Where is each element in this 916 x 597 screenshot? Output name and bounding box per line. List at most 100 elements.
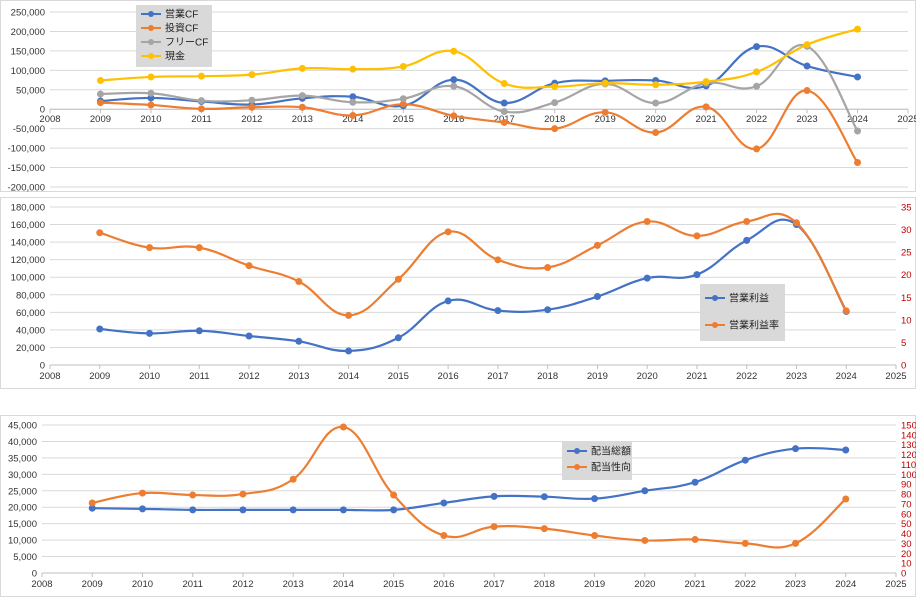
x-tick-label: 2011: [182, 579, 202, 590]
x-tick-label: 2008: [39, 371, 60, 382]
y-tick-label: -50,000: [13, 124, 45, 135]
legend-marker: [148, 11, 154, 17]
x-tick-label: 2021: [686, 371, 707, 382]
data-point: [641, 487, 649, 495]
y-tick-label: 45,000: [8, 421, 37, 432]
legend-box: [700, 284, 785, 341]
y-tick-label: 40,000: [16, 325, 45, 336]
y-tick-label: 50,000: [16, 85, 45, 96]
y2-tick-label: 130: [901, 440, 916, 451]
data-point: [494, 256, 502, 264]
data-point: [500, 108, 508, 116]
data-point: [702, 103, 710, 111]
y2-tick-label: 40: [901, 529, 912, 540]
cashflow-chart-panel: -200,000 -150,000 -100,000 -50,000 0 50,000 10…: [0, 0, 916, 192]
data-point: [298, 103, 306, 111]
data-point: [803, 87, 811, 95]
chart-border: [0, 415, 916, 597]
dividend-chart: 0 5,000 10,000 15,000 20,000 25,000 30,000 35,0…: [0, 415, 916, 597]
y-tick-label: -150,000: [7, 163, 45, 174]
x-tick-label: 2015: [388, 371, 409, 382]
data-point: [753, 145, 761, 153]
data-point: [544, 306, 552, 314]
x-tick-label: 2023: [786, 371, 807, 382]
data-point: [245, 332, 253, 340]
x-tick-label: 2016: [433, 579, 454, 590]
data-point: [450, 82, 458, 90]
y2-tick-label: 0: [901, 361, 906, 372]
data-point: [753, 82, 761, 90]
data-point: [147, 101, 155, 109]
data-point: [197, 97, 205, 105]
data-point: [652, 99, 660, 107]
legend-label: 配当性向: [591, 461, 631, 474]
data-point: [643, 217, 651, 225]
legend-marker: [574, 448, 580, 454]
data-point: [345, 311, 353, 319]
y-tick-label: 200,000: [11, 27, 45, 38]
x-tick-label: 2021: [696, 114, 717, 125]
x-tick-label: 2009: [90, 114, 111, 125]
data-point: [339, 423, 347, 431]
x-tick-label: 2024: [847, 114, 868, 125]
data-point: [743, 236, 751, 244]
x-tick-label: 2018: [537, 371, 558, 382]
x-tick-label: 2025: [885, 371, 906, 382]
data-point: [394, 334, 402, 342]
x-tick-label: 2008: [31, 579, 52, 590]
y-tick-label: 5,000: [13, 552, 37, 563]
data-point: [854, 127, 862, 135]
data-point: [591, 495, 599, 503]
y2-tick-label: 20: [901, 549, 912, 560]
data-point: [195, 244, 203, 252]
x-tick-label: 2018: [544, 114, 565, 125]
data-point: [490, 523, 498, 531]
data-point: [500, 80, 508, 88]
y2-tick-label: 80: [901, 490, 912, 501]
data-point: [138, 505, 146, 513]
legend-label: 営業CF: [165, 8, 198, 21]
data-point: [792, 539, 800, 547]
data-point: [652, 129, 660, 137]
x-tick-label: 2009: [89, 371, 110, 382]
y2-tick-label: 70: [901, 499, 912, 510]
x-tick-label: 2019: [587, 371, 608, 382]
x-tick-label: 2017: [487, 371, 508, 382]
data-point: [702, 78, 710, 86]
y-tick-label: 100,000: [11, 66, 45, 77]
data-point: [854, 159, 862, 166]
data-point: [743, 217, 751, 225]
data-point: [551, 125, 559, 133]
x-tick-label: 2025: [897, 114, 916, 125]
y-tick-label: 150,000: [11, 46, 45, 57]
data-point: [753, 68, 761, 76]
data-point: [842, 495, 850, 503]
data-point: [298, 64, 306, 72]
y-tick-label: -100,000: [7, 144, 45, 155]
data-point: [349, 65, 357, 73]
data-point: [540, 525, 548, 533]
cashflow-chart: -200,000 -150,000 -100,000 -50,000 0 50,000 10…: [0, 0, 916, 192]
data-point: [394, 275, 402, 283]
y2-tick-label: 140: [901, 430, 916, 441]
y-tick-label: 15,000: [8, 519, 37, 530]
data-point: [390, 506, 398, 514]
y-tick-label: 0: [32, 569, 37, 580]
y-tick-label: 0: [40, 105, 45, 116]
data-point: [593, 241, 601, 249]
legend-marker: [148, 39, 154, 45]
series-line-1: [92, 425, 847, 549]
x-tick-label: 2010: [139, 371, 160, 382]
x-tick-label: 2010: [132, 579, 153, 590]
data-point: [147, 89, 155, 97]
x-tick-label: 2024: [835, 579, 856, 590]
data-point: [854, 25, 862, 33]
data-point: [544, 263, 552, 271]
data-point: [349, 98, 357, 106]
data-point: [753, 43, 761, 51]
legend-marker: [712, 295, 718, 301]
